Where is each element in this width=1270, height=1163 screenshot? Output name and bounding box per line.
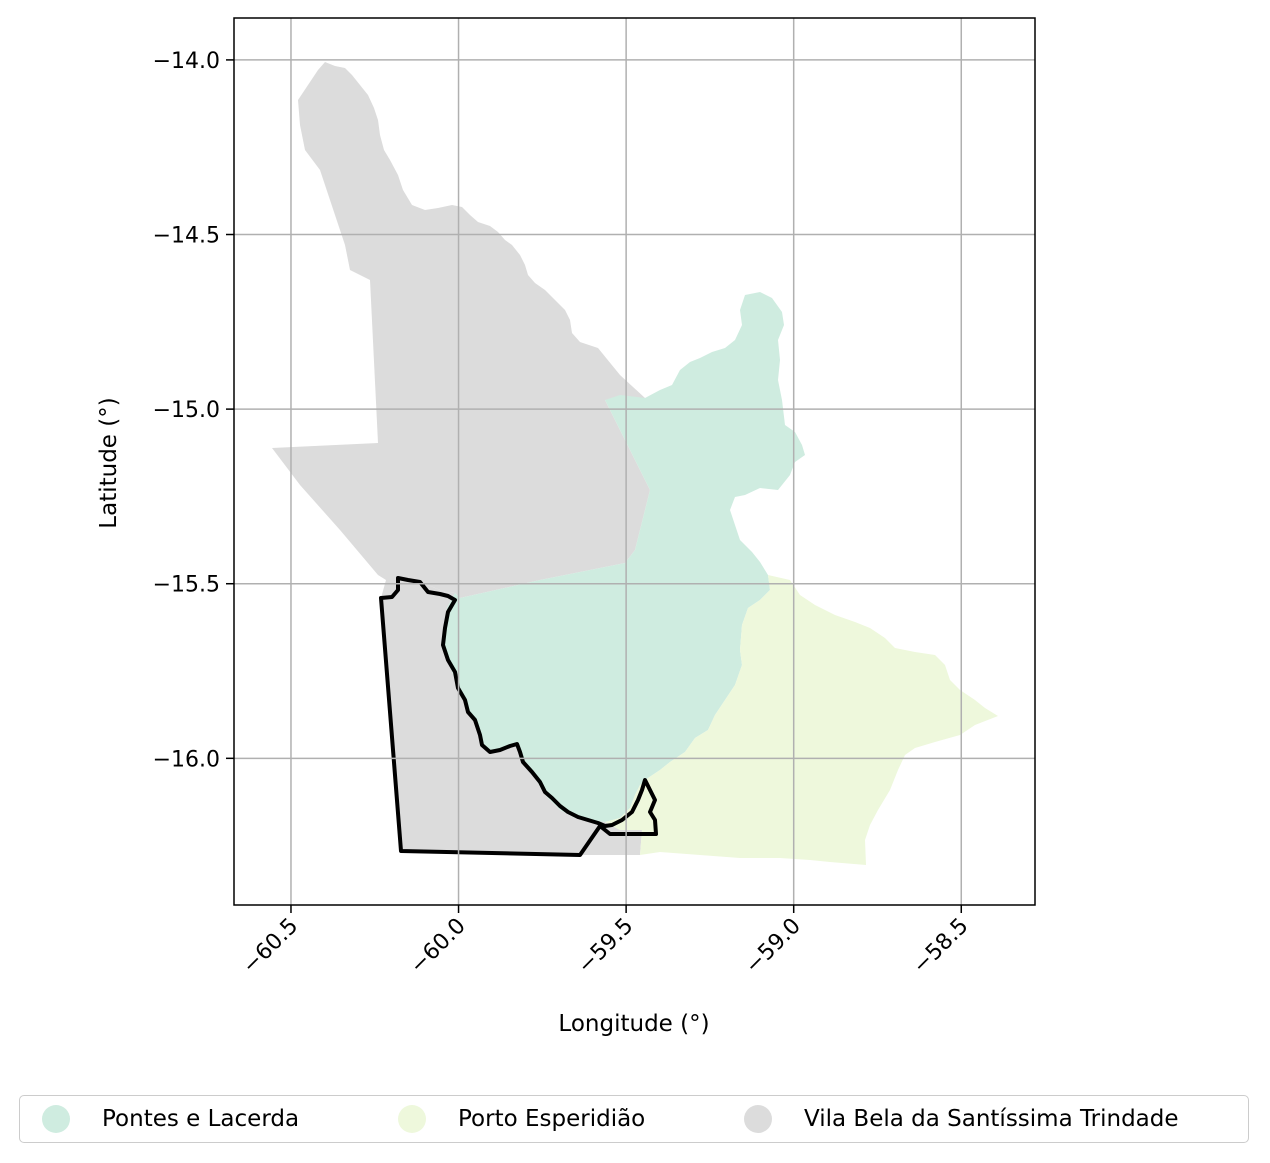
legend-label-vila-bela: Vila Bela da Santíssima Trindade — [804, 1106, 1179, 1132]
plot-frame — [233, 17, 1036, 906]
y-tick-label: −15.0 — [153, 398, 220, 423]
x-tick-label: −60.5 — [238, 914, 303, 979]
region-vila-bela — [272, 62, 650, 598]
x-tick-label: −60.0 — [405, 914, 470, 979]
legend: Pontes e Lacerda Porto Esperidião Vila B… — [19, 1095, 1249, 1143]
y-tick-label: −16.0 — [153, 747, 220, 772]
x-axis-title: Longitude (°) — [558, 1011, 709, 1037]
legend-marker-vila-bela — [744, 1105, 772, 1133]
legend-marker-porto-esperidiao — [398, 1105, 426, 1133]
region-porto-esperidiao — [605, 575, 998, 865]
x-tick-label: −59.5 — [573, 914, 638, 979]
map-figure: −60.5 −60.0 −59.5 −59.0 −58.5 −14.0 −14.5 −15.0… — [96, 17, 1036, 1037]
y-tick-label: −15.5 — [153, 573, 220, 598]
x-tick-label: −58.5 — [908, 914, 973, 979]
y-axis-title: Latitude (°) — [96, 397, 122, 528]
legend-label-porto-esperidiao: Porto Esperidião — [458, 1106, 646, 1132]
x-tick-label: −59.0 — [741, 914, 806, 979]
plot-area — [272, 62, 998, 865]
legend-item-pontes-e-lacerda: Pontes e Lacerda — [42, 1096, 299, 1142]
legend-marker-pontes-e-lacerda — [42, 1105, 70, 1133]
legend-item-vila-bela: Vila Bela da Santíssima Trindade — [744, 1096, 1179, 1142]
highlight-outline — [379, 576, 658, 857]
region-pontes-e-lacerda — [443, 292, 805, 822]
grid-lines — [234, 18, 1035, 905]
region-vila-bela-south — [381, 580, 642, 855]
legend-item-porto-esperidiao: Porto Esperidião — [398, 1096, 645, 1142]
y-tick-label: −14.5 — [153, 224, 220, 249]
legend-label-pontes-e-lacerda: Pontes e Lacerda — [102, 1106, 300, 1132]
y-tick-label: −14.0 — [153, 49, 220, 74]
